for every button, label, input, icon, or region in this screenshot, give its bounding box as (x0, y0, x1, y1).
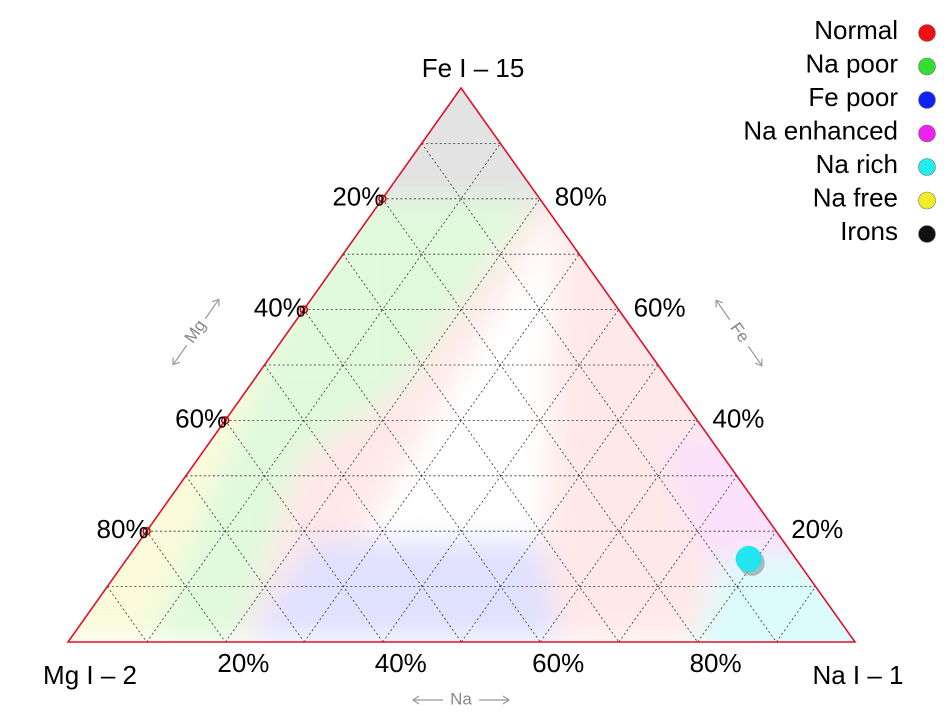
tick-label: 20% (791, 514, 843, 544)
legend-label: Normal (814, 15, 898, 45)
tick-label: 20% (332, 182, 384, 212)
tick-label: 80% (690, 648, 742, 678)
arrow-head (212, 298, 220, 307)
arrow (747, 345, 763, 367)
tick-label: 60% (634, 292, 686, 322)
legend-swatch (918, 225, 936, 243)
tick-label: 60% (532, 648, 584, 678)
grid-line (539, 420, 698, 643)
arrow (204, 298, 220, 320)
triangle-frame (66, 86, 857, 643)
grid (106, 142, 816, 643)
axis-name: Mg (181, 316, 210, 346)
vertex-label: Mg I – 2 (43, 660, 137, 690)
legend-swatch (918, 91, 936, 109)
arrow-head (755, 358, 763, 367)
vertex-label: Na I – 1 (812, 660, 903, 690)
arrow (172, 344, 188, 366)
tick-label: 60% (175, 403, 227, 433)
tick-label: 80% (555, 182, 607, 212)
grid-line (342, 253, 620, 643)
legend-label: Irons (840, 216, 898, 246)
points (735, 545, 765, 576)
arrow-head (502, 695, 511, 705)
legend-swatch (918, 24, 936, 42)
legend-label: Fe poor (808, 82, 898, 112)
grid-line (146, 143, 501, 643)
tick-mark (378, 194, 387, 204)
data-point (735, 545, 762, 572)
tick-label: 40% (712, 403, 764, 433)
vertex-label: Fe I – 15 (422, 53, 525, 83)
arrow-head (411, 695, 420, 705)
grid-line (697, 530, 777, 643)
fe-axis-caption: Fe (715, 299, 763, 367)
grid-line (382, 309, 619, 643)
legend-swatch (918, 158, 936, 176)
tick-label: 20% (217, 648, 269, 678)
arrow (715, 299, 731, 321)
tick-label: 40% (375, 648, 427, 678)
legend-swatch (918, 57, 936, 76)
legend-label: Na free (813, 182, 898, 212)
na-axis-caption: Na (411, 689, 511, 708)
grid-line (225, 198, 541, 643)
tick-labels: 20% 40% 60% 80% 20% 40% 60% 80% 20% 40% 60% 80% (97, 182, 844, 678)
grid-line (303, 253, 580, 643)
arrow-head (172, 357, 180, 366)
legend-swatch (918, 124, 936, 143)
tick-mark (142, 526, 151, 536)
arrow-head (715, 299, 723, 308)
tick-mark (220, 416, 230, 425)
grid-line (421, 143, 777, 643)
legend-label: Na poor (806, 48, 899, 78)
tick-mark (299, 305, 309, 314)
axis-name: Fe (726, 319, 753, 346)
tick-label: 80% (97, 514, 149, 544)
legend-swatch (918, 191, 936, 210)
axis-name: Na (450, 689, 472, 708)
legend-label: Na rich (816, 149, 898, 179)
legend-label: Na enhanced (743, 115, 898, 145)
tick-label: 40% (254, 292, 306, 322)
mg-axis-caption: Mg (172, 298, 220, 366)
